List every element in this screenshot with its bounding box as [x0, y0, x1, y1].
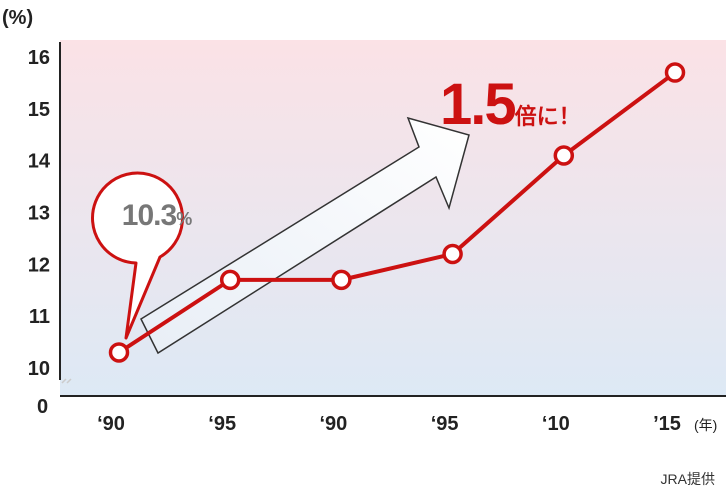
- source-credit: JRA提供: [661, 471, 715, 487]
- y-tick-label: 12: [28, 254, 50, 276]
- growth-multiplier: 1.5: [440, 72, 515, 137]
- y-tick-label: 15: [28, 99, 50, 121]
- x-tick-label: ‘90: [319, 413, 347, 435]
- y-tick-label: 16: [28, 47, 50, 69]
- start-callout-bubble: [91, 171, 184, 340]
- growth-callout-text: 1.5倍に！: [440, 72, 581, 137]
- growth-callout: 1.5倍に！: [440, 72, 581, 137]
- axis-break-mark: [61, 378, 72, 384]
- data-point: [442, 243, 463, 265]
- growth-arrow-shape: [140, 116, 470, 355]
- y-unit-label: (%): [2, 7, 33, 29]
- x-tick-label: ‘95: [431, 413, 459, 435]
- series-line-path: [117, 70, 677, 355]
- start-callout: 10.3%: [91, 171, 192, 340]
- x-tick-label: ‘10: [542, 413, 570, 435]
- x-tick-label: ‘95: [208, 413, 236, 435]
- data-point: [331, 269, 352, 291]
- data-point: [108, 342, 130, 363]
- series-line: [108, 62, 686, 363]
- y-tick-labels: 10 11 12 13 14 15 16: [28, 47, 51, 380]
- y-zero-label: 0: [37, 396, 48, 418]
- y-tick-label: 10: [28, 358, 50, 380]
- x-unit-label: (年): [694, 417, 717, 433]
- y-tick-label: 14: [28, 151, 51, 173]
- x-tick-label: ’15: [653, 413, 681, 435]
- growth-arrow: [140, 116, 470, 355]
- growth-suffix: 倍に！: [515, 104, 581, 129]
- x-tick-label: ‘90: [97, 413, 125, 435]
- data-point: [219, 269, 241, 291]
- data-point: [553, 145, 575, 166]
- y-tick-label: 11: [29, 306, 50, 328]
- y-tick-label: 13: [28, 203, 50, 225]
- start-callout-unit: %: [176, 209, 192, 229]
- x-tick-labels: ‘90 ‘95 ‘90 ‘95 ‘10 ’15: [97, 413, 681, 435]
- data-point: [664, 62, 686, 83]
- start-callout-value: 10.3: [122, 199, 177, 232]
- start-callout-text: 10.3%: [122, 199, 192, 232]
